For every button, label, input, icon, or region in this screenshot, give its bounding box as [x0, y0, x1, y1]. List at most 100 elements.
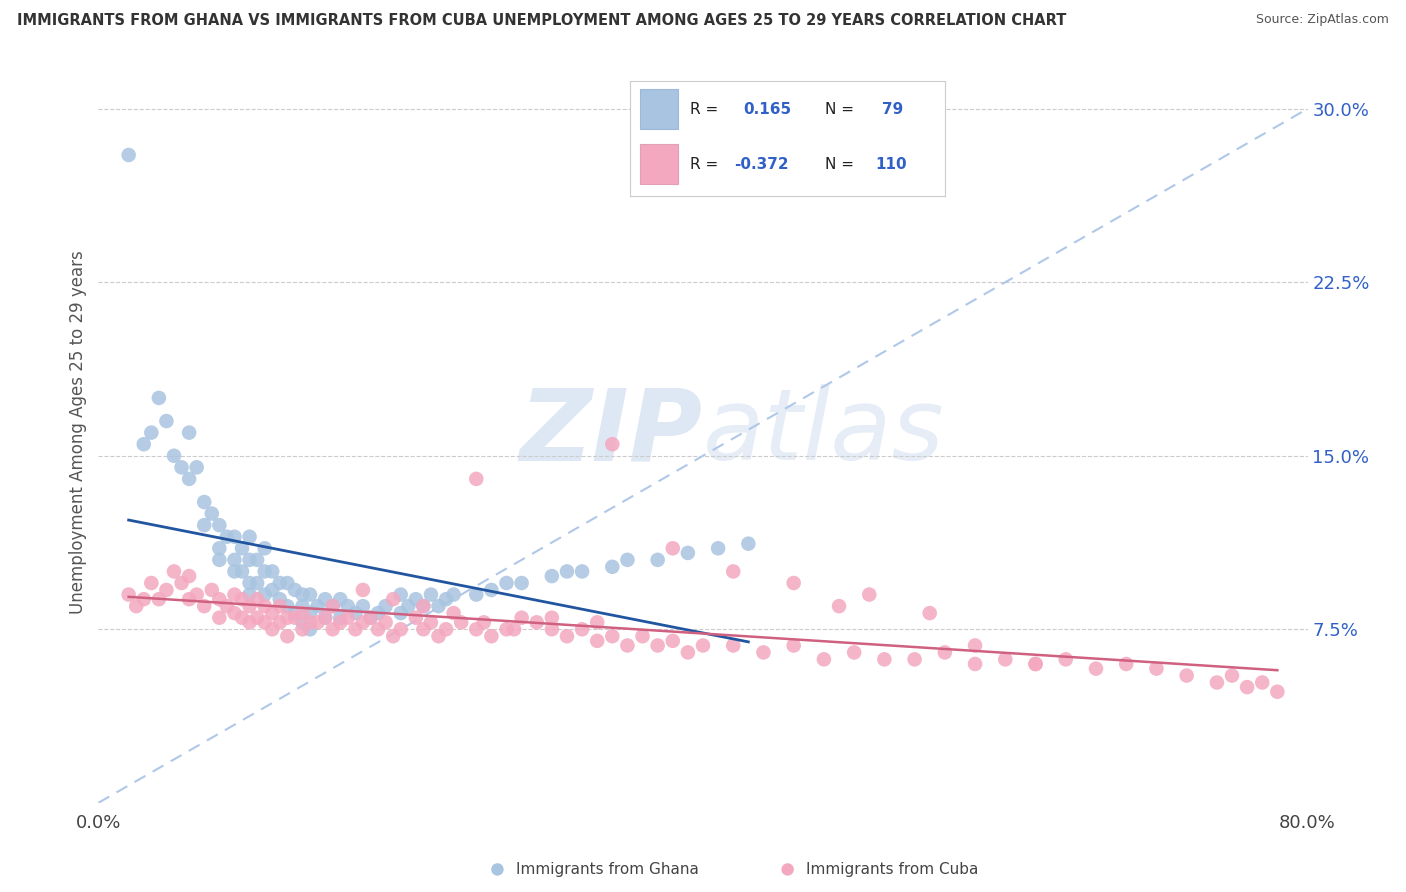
- Point: [291, 615, 314, 630]
- Point: [208, 553, 231, 567]
- Point: [631, 629, 654, 643]
- Point: [571, 565, 593, 579]
- Point: [481, 629, 503, 643]
- Point: [1024, 657, 1046, 671]
- Point: [141, 425, 163, 440]
- Point: [813, 652, 835, 666]
- Point: [322, 622, 344, 636]
- Point: [246, 576, 269, 591]
- Point: [224, 606, 246, 620]
- Point: [389, 622, 412, 636]
- Point: [420, 615, 443, 630]
- Point: [299, 615, 322, 630]
- Point: [1206, 675, 1229, 690]
- Point: [246, 592, 269, 607]
- Point: [571, 622, 593, 636]
- Point: [239, 615, 262, 630]
- Text: Source: ZipAtlas.com: Source: ZipAtlas.com: [1256, 13, 1389, 27]
- Point: [314, 610, 336, 624]
- Point: [179, 425, 201, 440]
- Point: [208, 518, 231, 533]
- Point: [540, 622, 562, 636]
- Point: [555, 565, 578, 579]
- Point: [276, 576, 298, 591]
- Point: [481, 582, 503, 597]
- Point: [262, 582, 284, 597]
- Point: [224, 588, 246, 602]
- Point: [540, 569, 562, 583]
- Point: [269, 599, 291, 614]
- Point: [307, 599, 329, 614]
- Point: [503, 622, 526, 636]
- Point: [374, 599, 396, 614]
- Point: [526, 615, 548, 630]
- Point: [1267, 685, 1289, 699]
- Point: [276, 599, 298, 614]
- Point: [510, 576, 533, 591]
- Point: [329, 615, 352, 630]
- Point: [858, 588, 880, 602]
- Point: [179, 472, 201, 486]
- Point: [231, 610, 253, 624]
- Point: [396, 599, 419, 614]
- Point: [647, 639, 669, 653]
- Point: [215, 530, 238, 544]
- Point: [602, 437, 624, 451]
- Point: [284, 610, 307, 624]
- Point: [208, 541, 231, 556]
- Point: [382, 629, 405, 643]
- Point: [443, 588, 465, 602]
- Point: [336, 610, 359, 624]
- Point: [239, 553, 262, 567]
- Point: [918, 606, 941, 620]
- Text: Immigrants from Ghana: Immigrants from Ghana: [516, 862, 699, 877]
- Point: [434, 622, 457, 636]
- Text: IMMIGRANTS FROM GHANA VS IMMIGRANTS FROM CUBA UNEMPLOYMENT AMONG AGES 25 TO 29 Y: IMMIGRANTS FROM GHANA VS IMMIGRANTS FROM…: [17, 13, 1066, 29]
- Point: [269, 592, 291, 607]
- Point: [291, 588, 314, 602]
- Point: [389, 588, 412, 602]
- Point: [231, 541, 253, 556]
- Point: [231, 592, 253, 607]
- Point: [284, 606, 307, 620]
- Point: [253, 541, 276, 556]
- Point: [965, 639, 987, 653]
- Point: [405, 610, 427, 624]
- Point: [1144, 662, 1167, 676]
- Text: atlas: atlas: [703, 384, 945, 481]
- Point: [155, 582, 177, 597]
- Point: [269, 576, 291, 591]
- Point: [262, 565, 284, 579]
- Point: [186, 460, 208, 475]
- Point: [555, 629, 578, 643]
- Point: [412, 622, 434, 636]
- Point: [752, 645, 775, 659]
- Point: [163, 449, 186, 463]
- Point: [291, 622, 314, 636]
- Point: [155, 414, 177, 428]
- Point: [352, 615, 374, 630]
- Point: [179, 592, 201, 607]
- Point: [141, 576, 163, 591]
- Point: [737, 536, 759, 550]
- Point: [1115, 657, 1137, 671]
- Point: [586, 633, 609, 648]
- Point: [336, 599, 359, 614]
- Point: [382, 592, 405, 607]
- Point: [118, 588, 141, 602]
- Point: [262, 622, 284, 636]
- Point: [707, 541, 730, 556]
- Point: [1236, 680, 1258, 694]
- Point: [314, 592, 336, 607]
- Point: [299, 622, 322, 636]
- Point: [427, 629, 450, 643]
- Point: [224, 553, 246, 567]
- Text: Immigrants from Cuba: Immigrants from Cuba: [806, 862, 979, 877]
- Point: [510, 610, 533, 624]
- Point: [344, 606, 367, 620]
- Point: [723, 639, 745, 653]
- Point: [132, 437, 155, 451]
- Point: [1085, 662, 1108, 676]
- Point: [329, 610, 352, 624]
- Point: [299, 588, 322, 602]
